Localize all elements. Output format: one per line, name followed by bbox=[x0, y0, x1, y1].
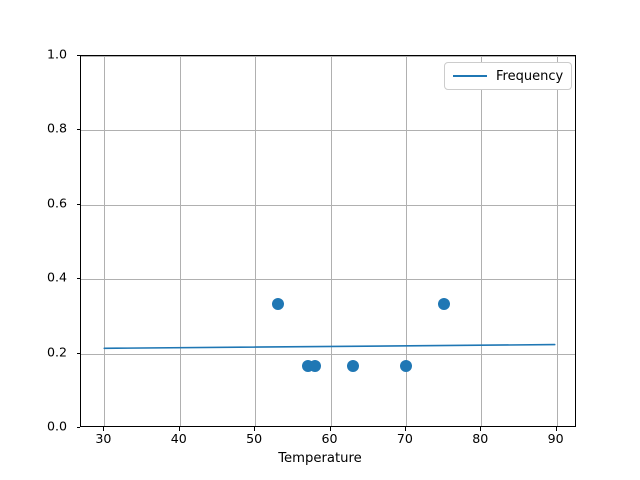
legend-entry-label: Frequency bbox=[496, 68, 564, 84]
gridline-vertical bbox=[179, 56, 181, 426]
y-tick-mark bbox=[76, 55, 80, 56]
x-tick-label: 60 bbox=[321, 431, 338, 446]
x-tick-label: 70 bbox=[396, 431, 413, 446]
y-tick-label: 0.0 bbox=[46, 418, 67, 434]
x-tick-label: 40 bbox=[170, 431, 187, 446]
x-tick-mark bbox=[329, 427, 331, 431]
x-tick-mark bbox=[404, 427, 406, 431]
y-tick-mark bbox=[76, 129, 80, 131]
x-tick-mark bbox=[178, 427, 180, 431]
x-tick-mark bbox=[103, 427, 105, 431]
y-tick-label: 0.8 bbox=[46, 121, 67, 137]
gridline-horizontal bbox=[81, 130, 575, 132]
plot-area bbox=[80, 55, 576, 427]
legend[interactable]: Frequency bbox=[444, 62, 572, 90]
x-tick-label: 90 bbox=[547, 431, 564, 446]
y-tick-mark bbox=[76, 352, 80, 354]
y-tick-label: 0.2 bbox=[46, 344, 67, 360]
scatter-point bbox=[399, 359, 412, 372]
y-tick-label: 0.6 bbox=[46, 195, 67, 211]
y-tick-label: 0.4 bbox=[46, 269, 67, 285]
gridline-vertical bbox=[330, 56, 332, 426]
x-tick-label: 30 bbox=[95, 431, 112, 446]
x-axis-label: Temperature bbox=[278, 451, 362, 466]
x-tick-mark bbox=[480, 427, 482, 431]
x-tick-label: 50 bbox=[246, 431, 263, 446]
gridline-vertical bbox=[255, 56, 257, 426]
gridline-horizontal bbox=[81, 353, 575, 355]
y-tick-mark bbox=[76, 427, 80, 428]
y-tick-label: 1.0 bbox=[46, 46, 67, 62]
gridline-vertical bbox=[104, 56, 106, 426]
y-tick-mark bbox=[76, 203, 80, 205]
gridline-vertical bbox=[556, 56, 558, 426]
scatter-point bbox=[309, 359, 322, 372]
gridline-horizontal bbox=[81, 56, 575, 57]
x-tick-mark bbox=[555, 427, 557, 431]
gridline-vertical bbox=[481, 56, 483, 426]
gridline-vertical bbox=[405, 56, 407, 426]
x-tick-mark bbox=[254, 427, 256, 431]
x-tick-label: 80 bbox=[472, 431, 489, 446]
trend-line bbox=[103, 343, 556, 350]
gridline-horizontal bbox=[81, 279, 575, 281]
scatter-point bbox=[347, 359, 360, 372]
scatter-point bbox=[437, 298, 450, 311]
y-tick-mark bbox=[76, 278, 80, 280]
gridline-horizontal bbox=[81, 204, 575, 206]
legend-line-swatch bbox=[453, 75, 487, 77]
scatter-point bbox=[271, 298, 284, 311]
